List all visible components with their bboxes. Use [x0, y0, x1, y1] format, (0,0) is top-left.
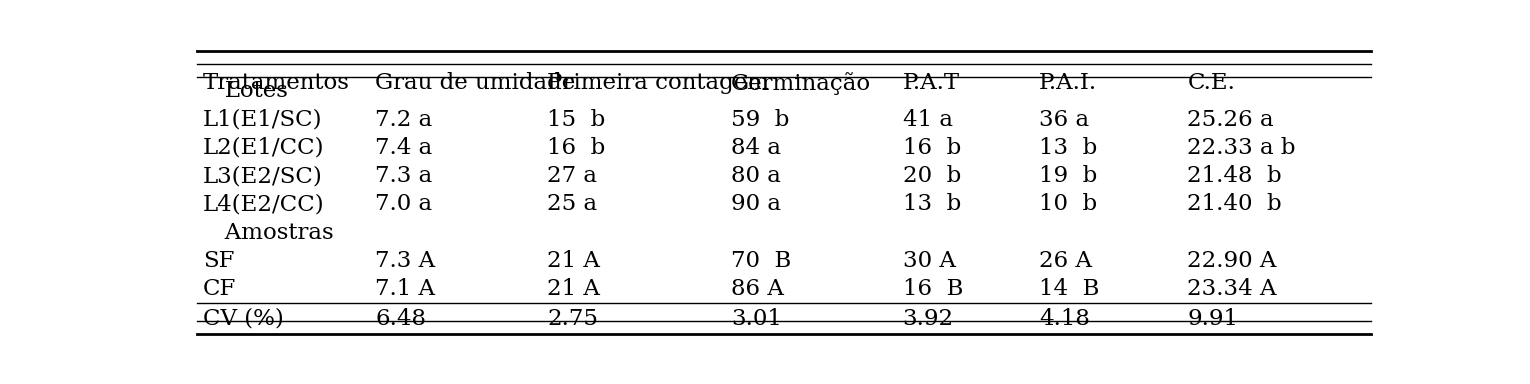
Text: 30 A: 30 A	[903, 250, 956, 272]
Text: 59  b: 59 b	[731, 109, 789, 131]
Text: 7.3 A: 7.3 A	[375, 250, 435, 272]
Text: 22.33 a b: 22.33 a b	[1187, 137, 1296, 159]
Text: 7.1 A: 7.1 A	[375, 278, 435, 300]
Text: 25.26 a: 25.26 a	[1187, 109, 1274, 131]
Text: 4.18: 4.18	[1039, 308, 1089, 330]
Text: 16  B: 16 B	[903, 278, 962, 300]
Text: 10  b: 10 b	[1039, 194, 1097, 215]
Text: L2(E1/CC): L2(E1/CC)	[203, 137, 324, 159]
Text: C.E.: C.E.	[1187, 72, 1235, 94]
Text: 15  b: 15 b	[546, 109, 606, 131]
Text: 7.3 a: 7.3 a	[375, 165, 433, 187]
Text: 23.34 A: 23.34 A	[1187, 278, 1276, 300]
Text: Lotes: Lotes	[203, 80, 288, 102]
Text: 9.91: 9.91	[1187, 308, 1238, 330]
Text: 80 a: 80 a	[731, 165, 780, 187]
Text: Grau de umidade: Grau de umidade	[375, 72, 575, 94]
Text: 13  b: 13 b	[903, 194, 961, 215]
Text: 25 a: 25 a	[546, 194, 597, 215]
Text: P.A.I.: P.A.I.	[1039, 72, 1097, 94]
Text: Tratamentos: Tratamentos	[203, 72, 350, 94]
Text: 90 a: 90 a	[731, 194, 780, 215]
Text: 22.90 A: 22.90 A	[1187, 250, 1276, 272]
Text: 86 A: 86 A	[731, 278, 783, 300]
Text: 21.40  b: 21.40 b	[1187, 194, 1282, 215]
Text: 13  b: 13 b	[1039, 137, 1097, 159]
Text: 84 a: 84 a	[731, 137, 780, 159]
Text: Primeira contagem: Primeira contagem	[546, 72, 770, 94]
Text: CV (%): CV (%)	[203, 308, 285, 330]
Text: L4(E2/CC): L4(E2/CC)	[203, 194, 324, 215]
Text: Germinação: Germinação	[731, 71, 871, 94]
Text: 41 a: 41 a	[903, 109, 953, 131]
Text: P.A.T: P.A.T	[903, 72, 959, 94]
Text: L3(E2/SC): L3(E2/SC)	[203, 165, 323, 187]
Text: 7.0 a: 7.0 a	[375, 194, 431, 215]
Text: 3.92: 3.92	[903, 308, 953, 330]
Text: 2.75: 2.75	[546, 308, 598, 330]
Text: 21 A: 21 A	[546, 278, 600, 300]
Text: Amostras: Amostras	[203, 222, 334, 243]
Text: 16  b: 16 b	[903, 137, 961, 159]
Text: SF: SF	[203, 250, 234, 272]
Text: 7.4 a: 7.4 a	[375, 137, 433, 159]
Text: 7.2 a: 7.2 a	[375, 109, 433, 131]
Text: 36 a: 36 a	[1039, 109, 1089, 131]
Text: 19  b: 19 b	[1039, 165, 1097, 187]
Text: CF: CF	[203, 278, 237, 300]
Text: 27 a: 27 a	[546, 165, 597, 187]
Text: 14  B: 14 B	[1039, 278, 1100, 300]
Text: 70  B: 70 B	[731, 250, 791, 272]
Text: 6.48: 6.48	[375, 308, 425, 330]
Text: 16  b: 16 b	[546, 137, 606, 159]
Text: 21 A: 21 A	[546, 250, 600, 272]
Text: 3.01: 3.01	[731, 308, 782, 330]
Text: 21.48  b: 21.48 b	[1187, 165, 1282, 187]
Text: L1(E1/SC): L1(E1/SC)	[203, 109, 323, 131]
Text: 20  b: 20 b	[903, 165, 961, 187]
Text: 26 A: 26 A	[1039, 250, 1092, 272]
